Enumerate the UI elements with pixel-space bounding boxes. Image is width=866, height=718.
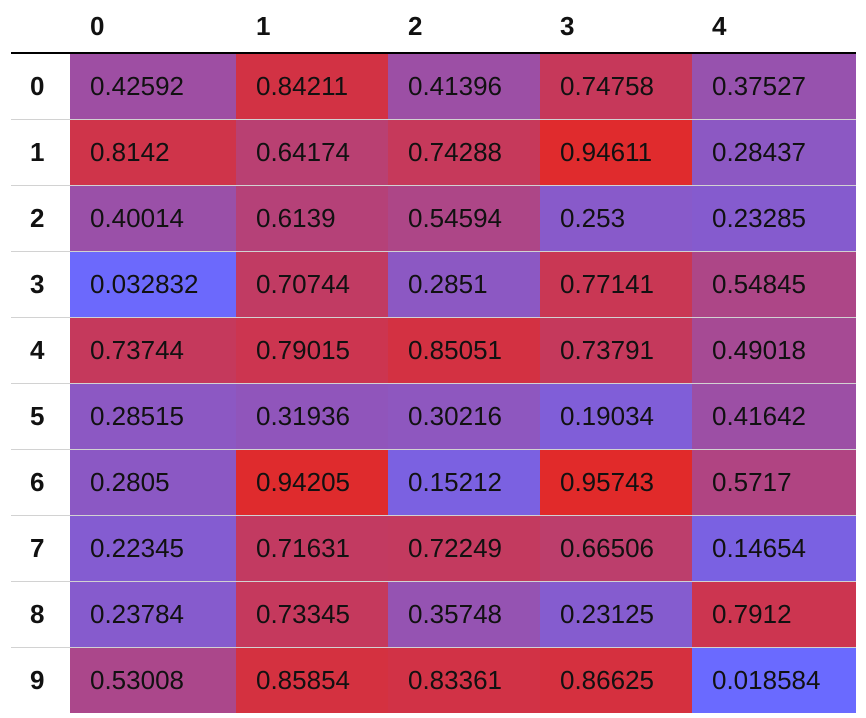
table-cell: 0.64174 [236,119,388,185]
table-cell: 0.79015 [236,317,388,383]
column-header-3: 3 [540,0,692,54]
table-cell: 0.2851 [388,251,540,317]
table-cell: 0.66506 [540,515,692,581]
row-index-header: 9 [30,664,45,695]
row-index-header: 4 [30,334,45,365]
table-row: 6 0.2805 0.94205 0.15212 0.95743 0.5717 [11,449,856,515]
table-cell: 0.73744 [70,317,236,383]
table-cell: 0.70744 [236,251,388,317]
table-cell: 0.23285 [692,185,856,251]
table-row: 2 0.40014 0.6139 0.54594 0.253 0.23285 [11,185,856,251]
row-index-header: 3 [30,268,45,299]
table-cell: 0.5717 [692,449,856,515]
row-index-header: 2 [30,202,45,233]
row-index-header: 5 [30,400,45,431]
table-cell: 0.41642 [692,383,856,449]
table-cell: 0.22345 [70,515,236,581]
column-header-2: 2 [388,0,540,54]
table-body: 0 0.42592 0.84211 0.41396 0.74758 0.37527 1 0.8… [11,53,856,713]
table-row: 9 0.53008 0.85854 0.83361 0.86625 0.018584 [11,647,856,713]
table-cell: 0.032832 [70,251,236,317]
column-header-4: 4 [692,0,856,54]
table-cell: 0.83361 [388,647,540,713]
table-cell: 0.85854 [236,647,388,713]
table-cell: 0.8142 [70,119,236,185]
table-row: 5 0.28515 0.31936 0.30216 0.19034 0.41642 [11,383,856,449]
table-cell: 0.94205 [236,449,388,515]
table-cell: 0.15212 [388,449,540,515]
table-cell: 0.40014 [70,185,236,251]
table-cell: 0.19034 [540,383,692,449]
table-cell: 0.28515 [70,383,236,449]
row-index-header: 8 [30,598,45,629]
table-cell: 0.94611 [540,119,692,185]
table-cell: 0.6139 [236,185,388,251]
heatmap-table: 0 1 2 3 4 0 0.42592 0.84211 0.41396 0.74758 0… [11,0,856,713]
table-cell: 0.74288 [388,119,540,185]
table-row: 1 0.8142 0.64174 0.74288 0.94611 0.28437 [11,119,856,185]
table-cell: 0.2805 [70,449,236,515]
row-index-header: 7 [30,532,45,563]
table-cell: 0.95743 [540,449,692,515]
column-header-0: 0 [70,0,236,54]
table-cell: 0.71631 [236,515,388,581]
table-cell: 0.14654 [692,515,856,581]
corner-cell [11,0,70,54]
table-cell: 0.42592 [70,53,236,119]
table-cell: 0.23784 [70,581,236,647]
table-cell: 0.86625 [540,647,692,713]
table-cell: 0.85051 [388,317,540,383]
table-row: 3 0.032832 0.70744 0.2851 0.77141 0.54845 [11,251,856,317]
table-cell: 0.77141 [540,251,692,317]
table-cell: 0.54845 [692,251,856,317]
table-cell: 0.73791 [540,317,692,383]
table-cell: 0.018584 [692,647,856,713]
table-cell: 0.74758 [540,53,692,119]
table-row: 4 0.73744 0.79015 0.85051 0.73791 0.49018 [11,317,856,383]
table-cell: 0.53008 [70,647,236,713]
table-row: 0 0.42592 0.84211 0.41396 0.74758 0.37527 [11,53,856,119]
row-index-header: 1 [30,136,45,167]
table-cell: 0.37527 [692,53,856,119]
table-cell: 0.49018 [692,317,856,383]
column-header-1: 1 [236,0,388,54]
table-cell: 0.30216 [388,383,540,449]
table-cell: 0.31936 [236,383,388,449]
table-cell: 0.73345 [236,581,388,647]
table-cell: 0.253 [540,185,692,251]
table-cell: 0.72249 [388,515,540,581]
row-index-header: 6 [30,466,45,497]
table-cell: 0.7912 [692,581,856,647]
table-cell: 0.35748 [388,581,540,647]
header-row: 0 1 2 3 4 [11,0,856,54]
table-cell: 0.28437 [692,119,856,185]
table-cell: 0.84211 [236,53,388,119]
table-cell: 0.54594 [388,185,540,251]
table-header: 0 1 2 3 4 [11,0,856,54]
table-cell: 0.23125 [540,581,692,647]
table-row: 8 0.23784 0.73345 0.35748 0.23125 0.7912 [11,581,856,647]
table-cell: 0.41396 [388,53,540,119]
table-row: 7 0.22345 0.71631 0.72249 0.66506 0.14654 [11,515,856,581]
row-index-header: 0 [30,70,45,101]
